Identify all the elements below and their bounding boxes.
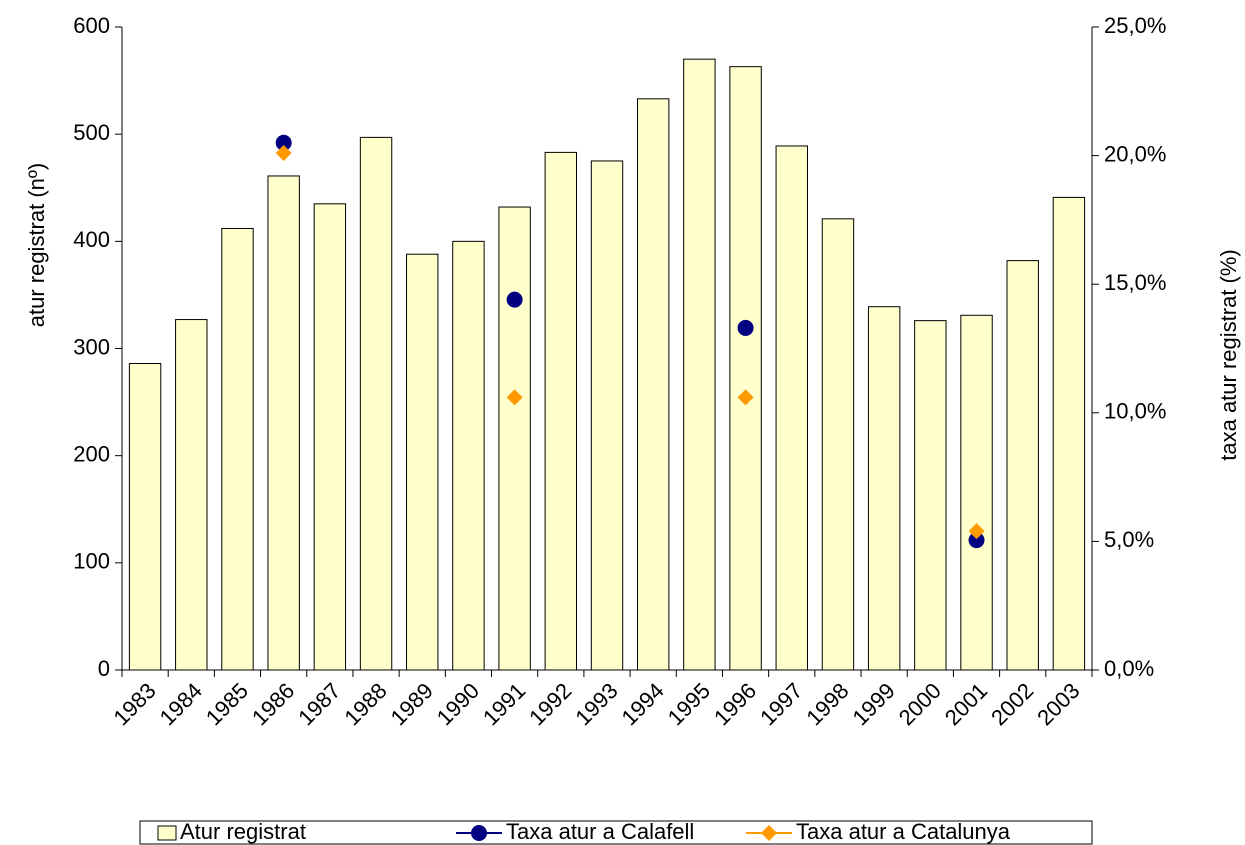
y-tick-label: 200	[73, 441, 110, 466]
marker	[968, 532, 985, 549]
bar	[590, 160, 624, 671]
x-tick-label: 1987	[293, 678, 345, 730]
marker	[737, 389, 754, 406]
y2-tick-label: 10,0%	[1104, 399, 1166, 424]
x-tick-label: 1993	[570, 678, 622, 730]
x-tick-label: 1984	[155, 678, 207, 730]
bar	[729, 66, 762, 671]
x-tick-label: 1989	[386, 678, 438, 730]
bar	[452, 240, 485, 671]
bar	[544, 151, 578, 671]
marker	[737, 319, 754, 336]
legend-label: Taxa atur a Calafell	[506, 819, 694, 844]
legend-marker	[471, 825, 487, 841]
bar	[914, 320, 947, 671]
y-tick-label: 300	[73, 334, 110, 359]
bar	[267, 175, 300, 671]
x-tick-label: 1986	[247, 678, 299, 730]
bar	[221, 227, 254, 671]
y2-axis-label: taxa atur registrat (%)	[1216, 249, 1241, 461]
y2-tick-label: 25,0%	[1104, 13, 1166, 38]
legend-label: Taxa atur a Catalunya	[796, 819, 1011, 844]
x-tick-label: 1997	[755, 678, 807, 730]
y-tick-label: 100	[73, 549, 110, 574]
y-tick-label: 500	[73, 120, 110, 145]
marker	[275, 145, 292, 162]
x-tick-label: 2001	[940, 678, 992, 730]
bar	[683, 58, 716, 671]
y-tick-label: 400	[73, 227, 110, 252]
bar	[636, 98, 670, 671]
x-tick-label: 2002	[986, 678, 1038, 730]
legend-swatch	[157, 825, 177, 841]
y2-tick-label: 15,0%	[1104, 270, 1166, 295]
y2-tick-label: 20,0%	[1104, 141, 1166, 166]
bar	[821, 218, 855, 671]
y2-tick-label: 0,0%	[1104, 656, 1154, 681]
x-tick-label: 1996	[709, 678, 761, 730]
x-tick-label: 1990	[432, 678, 484, 730]
y-tick-label: 0	[98, 656, 110, 681]
bar	[128, 363, 162, 671]
legend-marker	[761, 825, 777, 841]
bar	[359, 136, 393, 671]
marker	[506, 389, 523, 406]
y-tick-label: 600	[73, 13, 110, 38]
x-tick-label: 1999	[847, 678, 899, 730]
x-tick-label: 1998	[801, 678, 853, 730]
x-tick-label: 1988	[339, 678, 391, 730]
marker	[275, 134, 292, 151]
x-tick-label: 2003	[1032, 678, 1084, 730]
x-tick-label: 2000	[894, 678, 946, 730]
bar	[1052, 196, 1086, 671]
x-tick-label: 1991	[478, 678, 530, 730]
x-tick-label: 1992	[524, 678, 576, 730]
marker	[506, 291, 523, 308]
x-tick-label: 1985	[201, 678, 253, 730]
x-tick-label: 1983	[108, 678, 160, 730]
bar	[498, 206, 531, 671]
bar	[175, 319, 208, 671]
bar	[867, 306, 901, 671]
x-tick-label: 1995	[663, 678, 715, 730]
legend-box	[139, 820, 1093, 845]
legend-label: Atur registrat	[180, 819, 306, 844]
bar	[406, 253, 439, 671]
y-axis-label: atur registrat (nº)	[24, 163, 49, 328]
marker	[968, 523, 985, 540]
bar	[313, 203, 347, 671]
bar	[960, 314, 993, 671]
bar	[775, 145, 808, 671]
bar	[1006, 260, 1039, 671]
x-tick-label: 1994	[617, 678, 669, 730]
y2-tick-label: 5,0%	[1104, 527, 1154, 552]
